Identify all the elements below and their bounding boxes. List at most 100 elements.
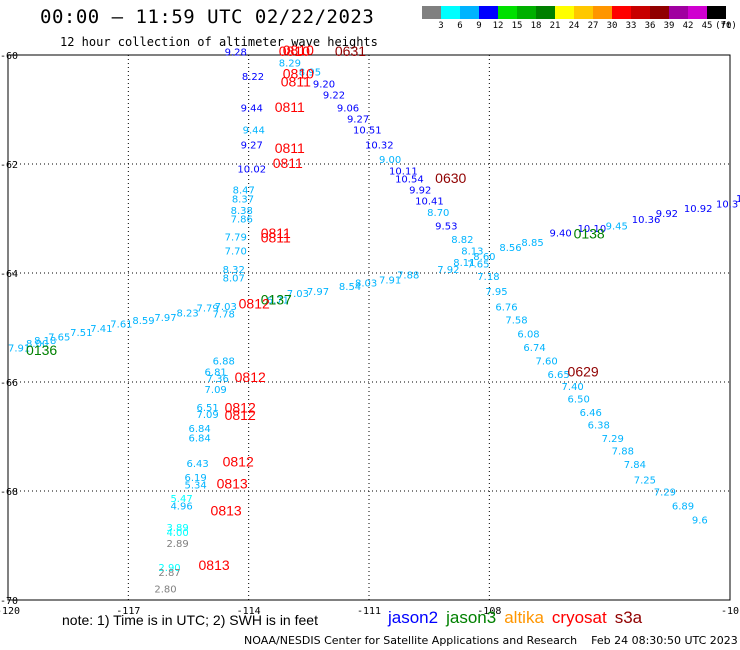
wave-height-label: 8.22 [242, 72, 264, 83]
wave-height-label: 7.97 [154, 313, 176, 324]
wave-height-label: 8.32 [223, 265, 245, 276]
wave-height-label: 4.00 [166, 528, 188, 539]
wave-height-label: 7.88 [612, 446, 634, 457]
wave-height-label: 9.45 [606, 221, 628, 232]
colorbar-label: 9 [476, 21, 482, 31]
colorbar-swatch [688, 6, 707, 19]
wave-height-label: 6.76 [495, 303, 517, 314]
wave-height-label: 7.40 [562, 382, 584, 393]
wave-height-label: 7.65 [48, 333, 70, 344]
pass-time-label: 0812 [239, 295, 270, 311]
pass-time-label: 0812 [225, 407, 256, 423]
wave-height-label: 7.95 [485, 287, 507, 298]
colorbar-swatch [555, 6, 574, 19]
wave-height-label: 7.78 [213, 310, 235, 321]
wave-height-label: 9.92 [656, 209, 678, 220]
wave-height-label: 10.10 [578, 224, 607, 235]
wave-height-label: 3.89 [166, 523, 188, 534]
wave-height-label: 8.47 [233, 185, 255, 196]
chart-title: 00:00 – 11:59 UTC 02/22/2023 [40, 6, 375, 28]
pass-time-label: 0811 [275, 99, 305, 115]
colorbar-label: 39 [663, 21, 675, 31]
wave-height-label: 10.02 [237, 165, 266, 176]
wave-height-label: 9.6 [692, 516, 708, 527]
pass-time-label: 0812 [225, 400, 256, 416]
colorbar-label: 70 [720, 21, 732, 31]
wave-height-label: 9.28 [225, 48, 247, 59]
colorbar-label: 18 [530, 21, 542, 31]
wave-height-label: 7.41 [90, 324, 112, 335]
satellite-legend: jason2 jason3 altika cryosat s3a [388, 608, 650, 628]
pass-time-label: 0630 [435, 170, 466, 186]
legend-entry: s3a [614, 608, 643, 627]
y-tick-label: -64 [0, 269, 18, 280]
x-tick-label: -111 [357, 606, 381, 617]
y-tick-label: -62 [0, 160, 18, 171]
wave-height-label: 6.88 [213, 357, 235, 368]
colorbar-swatch [498, 6, 517, 19]
wave-height-label: 7.29 [602, 434, 624, 445]
colorbar-label: 6 [457, 21, 463, 31]
wave-height-label: 7.84 [624, 460, 646, 471]
wave-height-label: 8.29 [279, 58, 301, 69]
x-tick-label: -114 [237, 606, 261, 617]
wave-height-label: 9.06 [337, 104, 359, 115]
wave-height-label: 7.03 [215, 302, 237, 313]
wave-height-label: 7.09 [197, 410, 219, 421]
wave-height-label: 8.13 [461, 246, 483, 257]
wave-height-label: 7.91 [379, 275, 401, 286]
wave-height-label: 6.50 [568, 395, 590, 406]
wave-height-label: 7.91 [8, 343, 30, 354]
wave-height-label: 6.81 [205, 367, 227, 378]
wave-height-label: 9.27 [241, 141, 263, 152]
wave-height-label: 7.61 [110, 320, 132, 331]
note-text: note: 1) Time is in UTC; 2) SWH is in fe… [62, 612, 318, 628]
wave-height-label: 7.70 [225, 246, 247, 257]
colorbar-swatch [707, 6, 726, 19]
wave-height-label: 7.79 [225, 232, 247, 243]
wave-height-label: 7.60 [535, 357, 557, 368]
wave-height-label: 8.59 [132, 316, 154, 327]
wave-height-label: 6.46 [580, 408, 602, 419]
wave-height-label: 7.92 [437, 265, 459, 276]
wave-height-label: 10.54 [395, 175, 424, 186]
legend-entry: altika [504, 608, 544, 627]
legend-entry: jason2 [388, 608, 439, 627]
colorbar-label: 24 [568, 21, 580, 31]
wave-height-label: 7.03 [287, 289, 309, 300]
wave-height-label: 8.54 [339, 282, 361, 293]
wave-height-label: 9.53 [435, 221, 457, 232]
wave-height-label: 8.03 [355, 279, 377, 290]
wave-height-label: 10.30 [736, 194, 740, 205]
wave-height-label: 9.20 [313, 80, 335, 91]
wave-height-label: 9.40 [550, 228, 572, 239]
colorbar-unit: (ft) [715, 21, 737, 31]
wave-height-label: 9.44 [241, 104, 263, 115]
wave-height-label: 8.00 [26, 339, 48, 350]
wave-height-label: 7.09 [205, 385, 227, 396]
wave-height-label: 9.92 [409, 185, 431, 196]
pass-time-label: 0812 [235, 369, 266, 385]
wave-height-label: 7.65 [467, 260, 489, 271]
wave-height-label: 2.87 [158, 568, 180, 579]
pass-time-label: 0631 [335, 43, 366, 59]
wave-height-label: 6.51 [197, 403, 219, 414]
colorbar-swatch [536, 6, 555, 19]
wave-height-label: 2.89 [166, 539, 188, 550]
wave-height-label: 8.11 [453, 258, 475, 269]
colorbar-label: 42 [682, 21, 694, 31]
colorbar-label: 3 [438, 21, 444, 31]
colorbar-swatch [612, 6, 631, 19]
colorbar-label: 12 [492, 21, 504, 31]
pass-time-label: 0810 [279, 43, 310, 59]
wave-height-label: 9.22 [323, 91, 345, 102]
wave-height-label: 8.07 [223, 274, 245, 285]
wave-height-label: 7.18 [477, 272, 499, 283]
pass-time-label: 0138 [574, 226, 605, 242]
wave-height-label: 8.38 [231, 206, 253, 217]
pass-time-label: 0811 [261, 229, 291, 245]
wave-height-label: 8.70 [427, 208, 449, 219]
colorbar-swatch [441, 6, 460, 19]
wave-height-label: 7.25 [634, 475, 656, 486]
wave-height-label: 10.11 [389, 166, 418, 177]
